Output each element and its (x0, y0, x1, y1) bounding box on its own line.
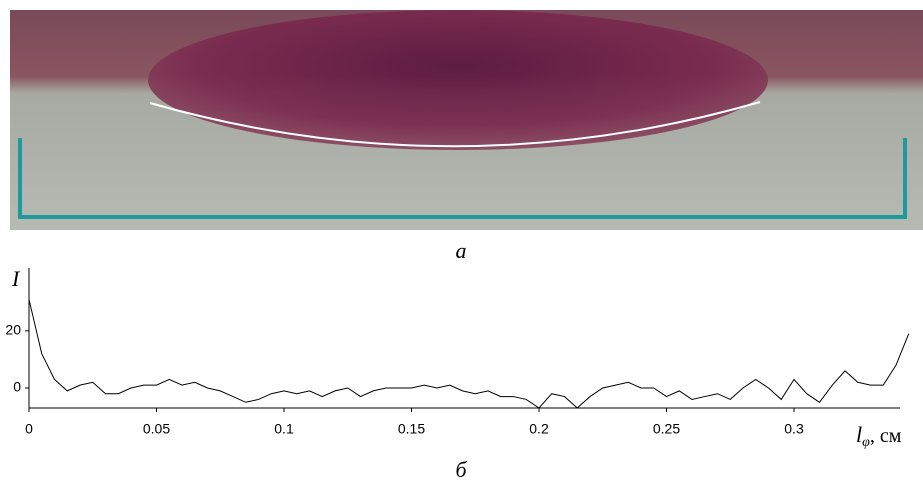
x-axis-subscript: φ (862, 435, 870, 450)
x-axis-unit: , см (870, 425, 902, 447)
x-tick-label: 0.05 (143, 421, 170, 437)
x-tick-label: 0 (25, 421, 33, 437)
data-line (28, 299, 910, 409)
y-tick-label: 20 (5, 322, 21, 338)
x-tick-label: 0.15 (398, 421, 425, 437)
y-axis-label: I (11, 266, 21, 291)
x-axis-symbol: l (856, 422, 862, 447)
panel-label: б (455, 457, 467, 482)
x-tick-label: 0.3 (784, 421, 804, 437)
x-axis-label: lφ, см (856, 422, 902, 450)
x-tick-label: 0.2 (529, 421, 549, 437)
x-tick-label: 0.1 (274, 421, 294, 437)
photo (10, 10, 923, 230)
x-tick-label: 0.25 (653, 421, 680, 437)
panel-label: а (456, 238, 467, 263)
y-tick-label: 0 (13, 379, 21, 395)
